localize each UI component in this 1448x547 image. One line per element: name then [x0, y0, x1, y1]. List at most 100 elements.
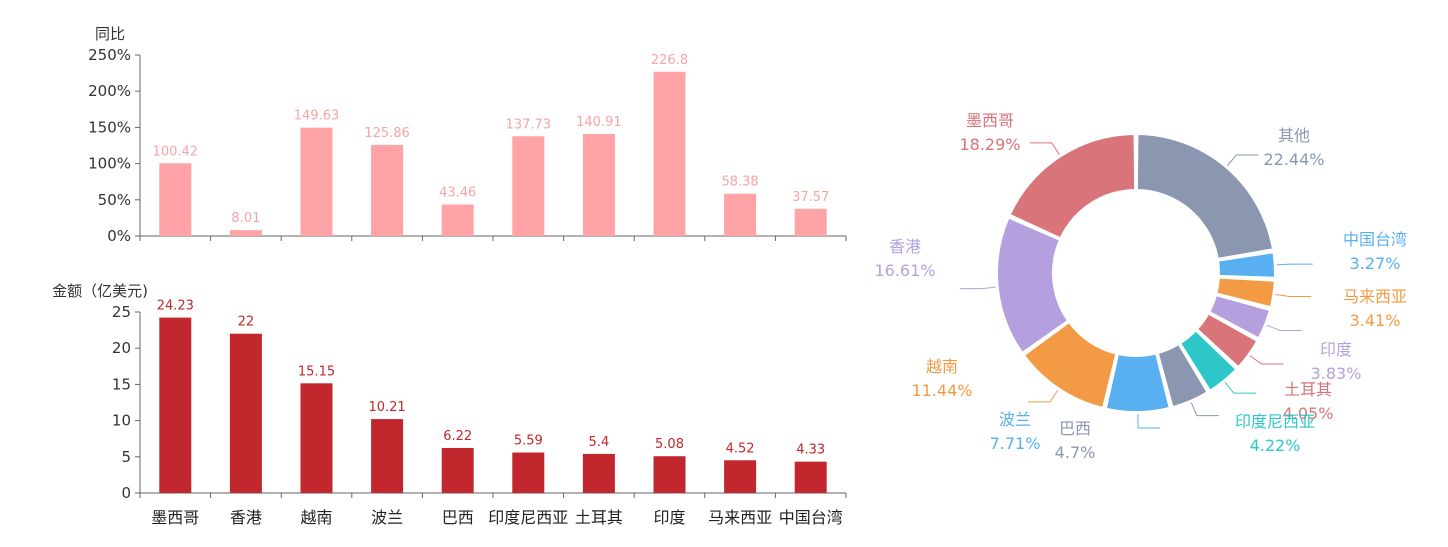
amt-bar — [582, 453, 615, 493]
donut-slice — [1207, 293, 1272, 340]
amt-bar — [300, 383, 333, 493]
amt-y-tick-label: 20 — [112, 339, 131, 357]
amt-bar-value-label: 5.08 — [655, 437, 684, 452]
amt-bar — [229, 333, 262, 493]
yoy-y-tick-label: 250% — [88, 46, 131, 64]
donut-slice-percent: 3.41% — [1350, 311, 1401, 330]
amt-y-tick-label: 15 — [112, 375, 131, 393]
amt-x-tick-label: 波兰 — [371, 508, 403, 527]
donut-slice-percent: 18.29% — [959, 135, 1020, 154]
yoy-bar — [794, 208, 827, 236]
yoy-y-tick-label: 200% — [88, 82, 131, 100]
amt-x-tick-label: 墨西哥 — [151, 508, 199, 527]
yoy-bar-value-label: 226.8 — [651, 53, 688, 68]
donut-slice — [1216, 251, 1276, 279]
donut-leader-line — [1275, 293, 1312, 298]
amt-x-tick-label: 香港 — [230, 508, 262, 527]
amt-bar — [159, 317, 192, 493]
share-donut-chart: 其他 22.44% 中国台湾 3.27% 马来西亚 3.41% 印度 3.83%土耳其 4.05… — [874, 111, 1407, 462]
yoy-bar — [512, 136, 545, 236]
donut-slice-percent: 3.27% — [1350, 254, 1401, 273]
donut-slice — [1104, 352, 1171, 413]
donut-slice — [1178, 329, 1238, 393]
yoy-y-axis-title: 同比 — [95, 25, 125, 43]
yoy-bar — [441, 204, 474, 236]
donut-leader-line — [1249, 355, 1284, 365]
yoy-y-tick-label: 0% — [107, 227, 131, 245]
amt-x-tick-label: 马来西亚 — [708, 508, 772, 527]
yoy-bar-value-label: 137.73 — [506, 117, 552, 132]
donut-leader-line — [1276, 263, 1313, 266]
donut-slice-name: 巴西 — [1059, 419, 1091, 438]
yoy-bar-value-label: 149.63 — [294, 109, 340, 124]
amt-y-tick-label: 10 — [112, 412, 131, 430]
donut-slice-name: 香港 — [889, 237, 921, 256]
donut-slice — [1135, 132, 1275, 261]
donut-slice-name: 马来西亚 — [1343, 287, 1407, 306]
yoy-bar — [371, 144, 404, 236]
donut-slice — [1215, 276, 1276, 309]
yoy-bar-chart: 同比 0% 50% 100% 150% 200% 250% 100.42 8.01 149.63 1… — [88, 25, 847, 245]
donut-slice-name: 波兰 — [999, 410, 1031, 429]
amt-bar-value-label: 22 — [238, 315, 255, 330]
amt-bar — [724, 460, 757, 493]
amt-y-tick-label: 25 — [112, 303, 131, 321]
amt-x-tick-label: 土耳其 — [575, 508, 623, 527]
donut-leader-line — [1029, 142, 1060, 155]
amt-bar — [653, 456, 686, 493]
amt-y-tick-label: 0 — [121, 484, 131, 502]
amt-bar-value-label: 6.22 — [443, 429, 472, 444]
amt-bar — [441, 447, 474, 493]
yoy-y-tick-label: 150% — [88, 118, 131, 136]
donut-slice-name: 其他 — [1278, 126, 1310, 145]
donut-slice-percent: 4.22% — [1250, 436, 1301, 455]
donut-slice — [1156, 342, 1209, 409]
donut-slice-name: 印度尼西亚 — [1235, 412, 1315, 431]
donut-slice — [1008, 132, 1137, 240]
donut-slice — [1195, 312, 1259, 369]
donut-slice-name: 土耳其 — [1284, 380, 1332, 399]
amt-x-tick-label: 中国台湾 — [779, 508, 843, 527]
donut-slice-percent: 16.61% — [874, 261, 935, 280]
donut-leader-line — [1137, 413, 1161, 429]
amt-x-tick-label: 印度 — [653, 508, 685, 527]
donut-leader-line — [1224, 382, 1256, 394]
donut-slice — [1022, 320, 1118, 410]
yoy-y-tick-label: 100% — [88, 155, 131, 173]
donut-slice-name: 越南 — [926, 357, 958, 376]
amt-bar-value-label: 10.21 — [368, 400, 405, 415]
amt-bar-value-label: 5.59 — [514, 434, 543, 449]
donut-slice-percent: 22.44% — [1263, 150, 1324, 169]
donut-leader-line — [1227, 154, 1259, 166]
donut-slice-percent: 11.44% — [911, 381, 972, 400]
amt-bar — [371, 419, 404, 493]
yoy-bar-value-label: 125.86 — [364, 126, 410, 141]
yoy-bar — [229, 230, 262, 236]
amt-bar-value-label: 5.4 — [589, 435, 610, 450]
amt-bar — [512, 452, 545, 493]
yoy-bar — [724, 193, 757, 236]
amount-bar-chart: 金额（亿美元) 0 5 10 15 20 25 24.23 墨西哥 22 香港 15.15 越南 10.2… — [52, 282, 847, 527]
donut-slice-percent: 3.83% — [1311, 364, 1362, 383]
yoy-bar-value-label: 37.57 — [792, 190, 829, 205]
yoy-bar-value-label: 8.01 — [231, 211, 260, 226]
amt-x-tick-label: 印度尼西亚 — [488, 508, 568, 527]
donut-slice-percent: 4.05% — [1283, 404, 1334, 423]
donut-leader-line — [959, 286, 996, 290]
yoy-bar-value-label: 43.46 — [439, 186, 476, 201]
donut-slice — [995, 216, 1070, 355]
donut-slice-name: 印度 — [1320, 340, 1352, 359]
donut-slice-percent: 4.7% — [1055, 443, 1096, 462]
yoy-bar — [300, 127, 333, 236]
yoy-bar — [582, 133, 615, 236]
amt-bar-value-label: 4.52 — [726, 441, 755, 456]
donut-leader-line — [1027, 389, 1059, 403]
yoy-bar-value-label: 140.91 — [576, 115, 622, 130]
yoy-bar-value-label: 58.38 — [721, 175, 758, 190]
donut-slice-name: 中国台湾 — [1343, 230, 1407, 249]
amt-x-tick-label: 巴西 — [442, 508, 474, 527]
yoy-bar-value-label: 100.42 — [153, 144, 199, 159]
donut-slice-percent: 7.71% — [990, 434, 1041, 453]
amt-bar — [794, 461, 827, 493]
